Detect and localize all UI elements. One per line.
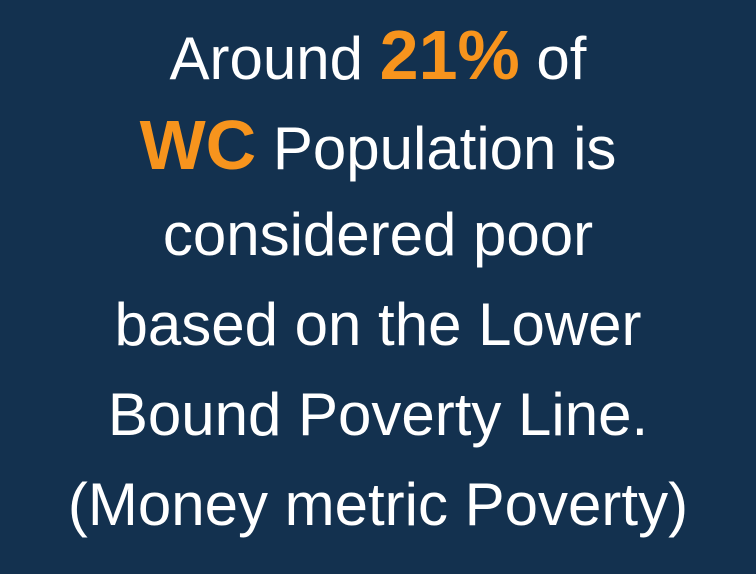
text-line: (Money metric Poverty) <box>68 460 688 550</box>
text-line: WC Population is <box>140 100 617 190</box>
text-line: Around 21% of <box>170 10 587 100</box>
text-line: Bound Poverty Line. <box>108 370 648 460</box>
text: Around <box>169 25 380 92</box>
highlight: 21% <box>379 16 520 94</box>
text: considered poor <box>162 201 594 268</box>
text: of <box>519 25 587 92</box>
highlight: WC <box>139 106 257 184</box>
text-line: based on the Lower <box>114 280 641 370</box>
text-line: considered poor <box>163 190 593 280</box>
text: Population is <box>256 115 617 182</box>
text: Bound Poverty Line. <box>107 381 649 448</box>
text: based on the Lower <box>114 291 642 358</box>
text: (Money metric Poverty) <box>67 471 689 538</box>
